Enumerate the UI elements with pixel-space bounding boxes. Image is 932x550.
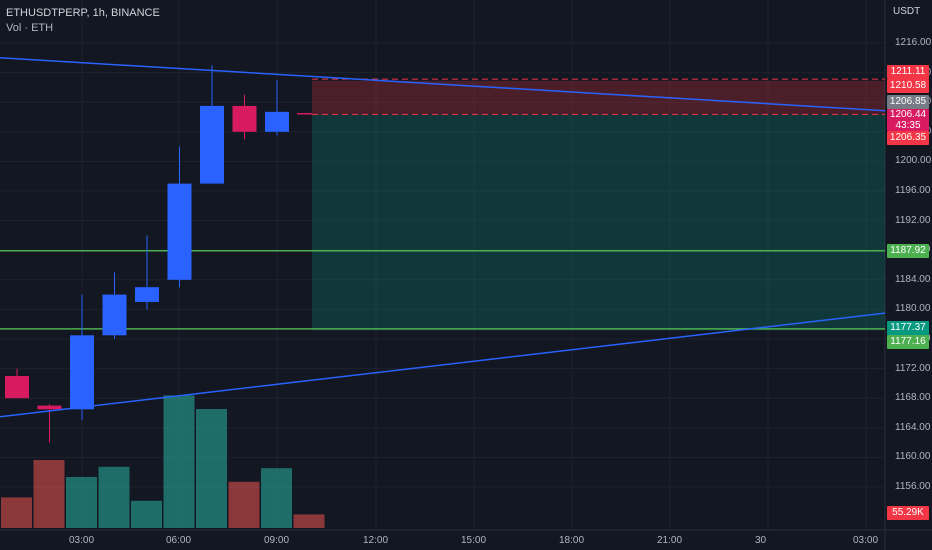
- time-axis-label: 15:00: [461, 535, 487, 546]
- symbol-label: ETHUSDTPERP, 1h, BINANCE: [6, 7, 160, 19]
- trendline-price-tag: 1206.85: [887, 95, 929, 109]
- last-price-tag: 1206.44 43:35: [887, 109, 929, 131]
- price-axis-label: 1184.00: [895, 273, 931, 285]
- time-axis-label: 09:00: [264, 535, 290, 546]
- price-axis-label: 1216.00: [895, 37, 932, 48]
- candle-body: [167, 183, 192, 280]
- trendline: [0, 57, 886, 112]
- last-price-value: 1206.44: [889, 109, 927, 120]
- target2-tag: 1177.37: [887, 321, 929, 335]
- entry-price-tag: 1206.35: [887, 131, 929, 145]
- candle-body: [70, 335, 94, 410]
- take-profit-zone: [312, 114, 885, 331]
- candle-body: [102, 294, 127, 336]
- price-axis-label: 1160.00: [895, 451, 931, 463]
- volume-bar: [98, 466, 130, 528]
- time-axis-label: 03:00: [69, 535, 95, 546]
- time-axis-label: 18:00: [559, 535, 585, 546]
- stop-lower-tag: 1210.58: [887, 79, 929, 93]
- price-axis-label: 1196.00: [895, 185, 931, 196]
- volume-bar: [293, 514, 325, 528]
- stop-loss-zone: [312, 80, 885, 115]
- stop-upper-tag: 1211.11: [887, 65, 929, 79]
- time-axis-label: 06:00: [166, 535, 192, 546]
- candle-body: [232, 105, 257, 132]
- time-axis-label: 12:00: [363, 535, 389, 546]
- candle-body: [200, 105, 224, 184]
- trendline: [0, 312, 886, 418]
- candle-body: [135, 287, 159, 302]
- volume-tag: 55.29K: [887, 506, 929, 520]
- candle-body: [265, 111, 289, 132]
- price-axis-label: 1164.00: [895, 421, 931, 433]
- volume-bar: [131, 500, 162, 528]
- volume-bar: [163, 395, 195, 528]
- price-axis-label: 1192.00: [895, 214, 931, 226]
- price-axis-label: 1156.00: [895, 481, 931, 492]
- price-axis-label: 1200.00: [895, 155, 932, 167]
- currency-label: USDT: [893, 6, 921, 17]
- time-axis-label: 03:00: [853, 535, 879, 546]
- chart-legend: ETHUSDTPERP, 1h, BINANCE Vol · ETH: [6, 6, 160, 36]
- target1-tag: 1187.92: [887, 244, 929, 258]
- volume-bar: [33, 460, 65, 528]
- volume-bar: [66, 477, 97, 528]
- volume-bar: [196, 409, 227, 528]
- volume-bar: [228, 481, 260, 528]
- volume-bar: [261, 468, 292, 528]
- volume-label: Vol · ETH: [6, 22, 54, 34]
- price-axis-label: 1168.00: [895, 392, 931, 404]
- price-axis-label: 1172.00: [895, 362, 931, 374]
- candle-body: [37, 405, 62, 410]
- time-axis-label: 21:00: [657, 535, 683, 546]
- volume-bar: [1, 497, 32, 528]
- target3-tag: 1177.16: [887, 335, 929, 349]
- candle-body: [5, 376, 29, 399]
- price-axis-label: 1180.00: [895, 303, 931, 315]
- time-axis-label: 30: [755, 535, 767, 546]
- bar-countdown: 43:35: [895, 120, 921, 131]
